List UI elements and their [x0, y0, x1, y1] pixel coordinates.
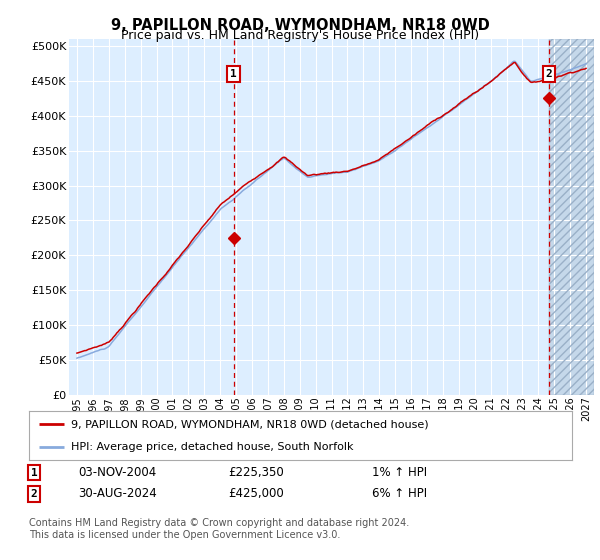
- Text: 30-AUG-2024: 30-AUG-2024: [78, 487, 157, 501]
- Text: £225,350: £225,350: [228, 466, 284, 479]
- Text: 6% ↑ HPI: 6% ↑ HPI: [372, 487, 427, 501]
- Text: HPI: Average price, detached house, South Norfolk: HPI: Average price, detached house, Sout…: [71, 442, 353, 452]
- Text: £425,000: £425,000: [228, 487, 284, 501]
- Text: Contains HM Land Registry data © Crown copyright and database right 2024.
This d: Contains HM Land Registry data © Crown c…: [29, 518, 409, 540]
- Bar: [549, 39, 594, 395]
- Text: 1: 1: [230, 69, 237, 79]
- Text: 9, PAPILLON ROAD, WYMONDHAM, NR18 0WD (detached house): 9, PAPILLON ROAD, WYMONDHAM, NR18 0WD (d…: [71, 419, 428, 430]
- Text: 1% ↑ HPI: 1% ↑ HPI: [372, 466, 427, 479]
- Text: 9, PAPILLON ROAD, WYMONDHAM, NR18 0WD: 9, PAPILLON ROAD, WYMONDHAM, NR18 0WD: [110, 18, 490, 33]
- Text: 2: 2: [545, 69, 552, 79]
- Bar: [549, 39, 594, 395]
- Text: 2: 2: [31, 489, 38, 499]
- Text: Price paid vs. HM Land Registry's House Price Index (HPI): Price paid vs. HM Land Registry's House …: [121, 29, 479, 42]
- Text: 1: 1: [31, 468, 38, 478]
- Text: 03-NOV-2004: 03-NOV-2004: [78, 466, 156, 479]
